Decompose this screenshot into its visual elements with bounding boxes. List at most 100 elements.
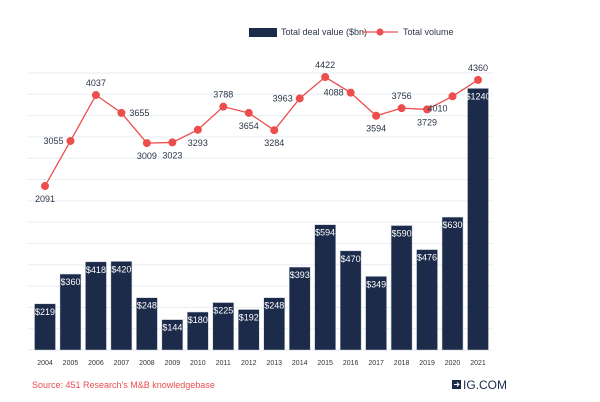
x-tick-label: 2009 — [165, 360, 181, 367]
legend: Total deal value ($bn) Total volume — [249, 27, 454, 37]
volume-point — [295, 94, 304, 103]
x-tick-label: 2010 — [190, 360, 206, 367]
brand-name: IG.COM — [463, 378, 507, 392]
volume-point — [346, 88, 355, 97]
legend-bar-swatch — [249, 28, 277, 37]
x-tick-label: 2006 — [88, 360, 104, 367]
x-tick-label: 2018 — [394, 360, 410, 367]
volume-point — [270, 126, 279, 135]
volume-value-label: 3594 — [366, 124, 386, 134]
bar-value-label: $180 — [188, 315, 208, 325]
bar-value-label: $590 — [392, 229, 412, 239]
bar-value-label: $476 — [417, 253, 437, 263]
bar-value-label: $219 — [35, 307, 55, 317]
bar-value-label: $630 — [443, 220, 463, 230]
bar — [187, 311, 209, 351]
bar — [161, 319, 184, 351]
bar — [212, 302, 235, 351]
volume-value-label: 3009 — [137, 151, 157, 161]
bar — [441, 216, 464, 351]
volume-value-label: 4037 — [86, 78, 106, 88]
volume-point — [423, 105, 432, 114]
volume-point — [219, 102, 228, 111]
arrow-right-icon — [454, 382, 460, 387]
x-tick-label: 2005 — [63, 360, 79, 367]
volume-point — [41, 182, 49, 191]
bar — [136, 297, 158, 351]
volume-point — [168, 138, 177, 147]
bar-value-label: $144 — [162, 323, 182, 333]
volume-value-label: 3293 — [188, 138, 208, 148]
bar — [314, 224, 336, 351]
bar-value-label: $594 — [315, 228, 335, 238]
x-tick-label: 2017 — [368, 360, 384, 367]
x-tick-label: 2013 — [266, 360, 282, 367]
bar-value-label: $225 — [213, 306, 233, 316]
volume-value-label: 4360 — [468, 63, 488, 73]
bar-value-label: $192 — [239, 312, 259, 322]
volume-line: 2091 3055 4037 3655 3009 3023 3293 3788 3654 3284… — [35, 60, 488, 204]
bar-value-label: $470 — [341, 254, 361, 264]
x-tick-label: 2020 — [445, 360, 461, 367]
volume-value-label: 3654 — [239, 121, 259, 131]
volume-value-label: 3963 — [273, 93, 293, 103]
x-tick-label: 2019 — [419, 360, 435, 367]
volume-point — [372, 111, 381, 120]
legend-line-label: Total volume — [403, 27, 454, 37]
bar-value-label: $248 — [264, 301, 284, 311]
bar-value-label: $248 — [137, 301, 157, 311]
bar — [416, 249, 438, 351]
bar — [288, 266, 311, 351]
volume-point — [117, 108, 126, 117]
bars: $219 $360 $418 $420 $248 $144 $180 $225 $192 $248… — [34, 88, 491, 351]
volume-value-label: 3729 — [417, 117, 437, 127]
volume-point — [448, 92, 457, 101]
volume-point — [397, 104, 406, 113]
x-tick-label: 2008 — [139, 360, 155, 367]
bar — [59, 273, 82, 351]
bar — [263, 297, 285, 351]
bar — [85, 261, 107, 351]
bar — [110, 261, 133, 351]
source-note: Source: 451 Research's M&B knowledgebase — [32, 380, 215, 390]
bar — [34, 303, 56, 351]
bar-value-label: $1240 — [465, 91, 490, 101]
x-tick-label: 2014 — [292, 360, 308, 367]
volume-point — [321, 73, 330, 82]
volume-point — [193, 125, 202, 134]
bar — [339, 250, 362, 351]
volume-point — [91, 91, 100, 100]
volume-point — [142, 139, 151, 148]
bar-value-label: $360 — [60, 277, 80, 287]
volume-line-path — [44, 76, 479, 187]
brand-logo: IG.COM — [452, 378, 507, 392]
volume-point — [244, 108, 253, 117]
legend-line-marker — [376, 28, 384, 36]
volume-value-label: 3655 — [129, 108, 149, 118]
bar — [390, 225, 413, 351]
x-tick-label: 2015 — [317, 360, 333, 367]
volume-value-label: 4088 — [324, 88, 344, 98]
bar — [238, 309, 260, 351]
volume-value-label: 4422 — [315, 60, 335, 70]
bar-value-label: $349 — [366, 279, 386, 289]
bar-value-label: $393 — [290, 270, 310, 280]
x-axis-ticks: 2004 2005 2006 2007 2008 2009 2010 2011 2012 2013… — [37, 360, 486, 367]
volume-value-label: 3055 — [43, 136, 63, 146]
volume-point — [474, 75, 482, 84]
volume-value-label: 4010 — [427, 103, 447, 113]
x-tick-label: 2021 — [470, 360, 486, 367]
volume-value-label: 3023 — [162, 150, 182, 160]
x-tick-label: 2011 — [216, 360, 231, 367]
bar-value-label: $420 — [111, 264, 131, 274]
volume-value-label: 3284 — [264, 138, 284, 148]
legend-bar-label: Total deal value ($bn) — [281, 27, 367, 37]
x-tick-label: 2007 — [114, 360, 130, 367]
volume-value-label: 3756 — [392, 91, 412, 101]
volume-point — [66, 136, 75, 145]
bar — [365, 276, 387, 351]
x-tick-label: 2012 — [241, 360, 257, 367]
volume-value-label: 2091 — [35, 194, 55, 204]
bar — [467, 88, 489, 351]
